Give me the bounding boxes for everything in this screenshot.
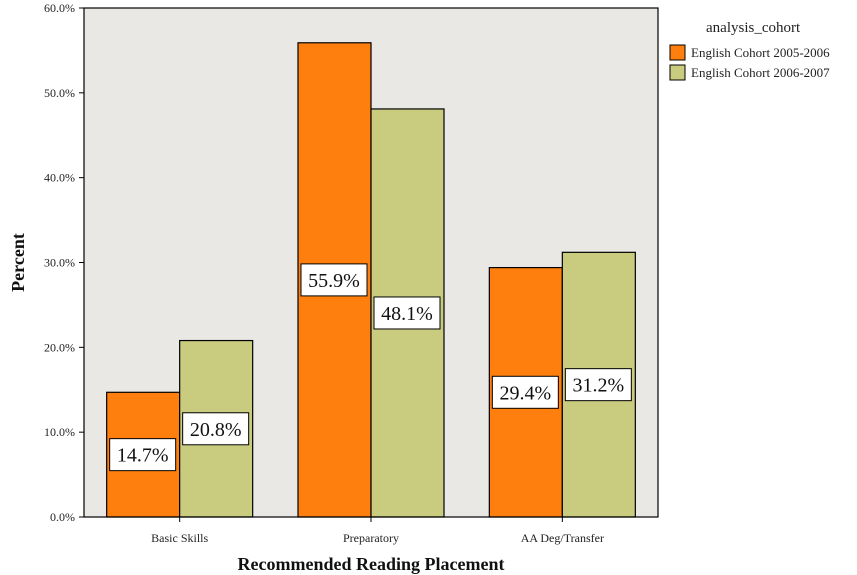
legend-label: English Cohort 2006-2007 (691, 65, 830, 80)
legend-label: English Cohort 2005-2006 (691, 45, 830, 60)
x-tick-label: Basic Skills (151, 531, 208, 545)
x-axis: Basic Skills Preparatory AA Deg/Transfer (151, 517, 604, 545)
data-label-box (564, 368, 632, 402)
y-tick-label: 10.0% (44, 425, 75, 439)
data-label-box (300, 263, 368, 297)
legend-swatch (669, 44, 686, 61)
y-tick-label: 0.0% (50, 510, 75, 524)
data-label: 31.2% (572, 375, 624, 397)
y-tick-label: 20.0% (44, 340, 75, 354)
legend-title: analysis_cohort (706, 20, 801, 36)
x-axis-title: Recommended Reading Placement (238, 554, 505, 574)
y-tick-label: 40.0% (44, 171, 75, 185)
data-label: 29.4% (499, 382, 551, 404)
y-tick-label: 50.0% (44, 86, 75, 100)
data-label: 55.9% (308, 270, 360, 292)
data-labels-group: 14.7% 20.8% 55.9% 48.1% 29.4% 31.2% (109, 263, 632, 472)
data-label-box (491, 375, 559, 409)
data-label-box (109, 438, 177, 472)
data-label: 20.8% (190, 419, 242, 441)
y-tick-label: 60.0% (44, 1, 75, 15)
data-label: 14.7% (117, 445, 169, 467)
y-axis: 0.0% 10.0% 20.0% 30.0% 40.0% 50.0% 60.0% (44, 1, 84, 524)
legend: analysis_cohort English Cohort 2005-2006… (669, 20, 830, 81)
data-label-box (373, 296, 441, 330)
data-label: 48.1% (381, 303, 433, 325)
x-tick-label: AA Deg/Transfer (521, 531, 604, 545)
x-tick-label: Preparatory (343, 531, 399, 545)
data-label-box (182, 412, 250, 446)
legend-swatch (669, 64, 686, 81)
y-tick-label: 30.0% (44, 256, 75, 270)
y-axis-title: Percent (8, 233, 28, 292)
